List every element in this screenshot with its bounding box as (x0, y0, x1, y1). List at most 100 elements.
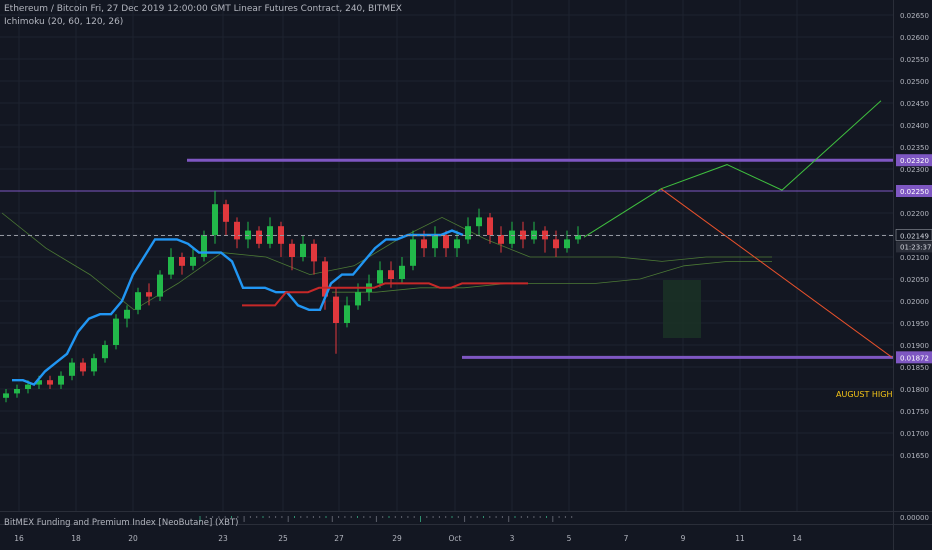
candle-body (311, 243, 317, 262)
candle-body (58, 375, 64, 385)
candle (157, 270, 163, 301)
y-tick-label: 0.02450 (900, 100, 929, 108)
candle (179, 252, 185, 275)
last-price-label: 0.02149 (900, 232, 929, 240)
candle-body (564, 239, 570, 249)
level-price-badge (896, 154, 932, 167)
august-high-label: AUGUST HIGH (836, 390, 893, 399)
candle (465, 217, 471, 244)
y-tick-label: 0.02550 (900, 56, 929, 64)
candle-body (465, 226, 471, 240)
candle (124, 305, 130, 328)
candle-body (300, 243, 306, 257)
time-axis[interactable]: 16 18 20 23 25 27 29 Oct 3 5 7 9 11 14 (14, 534, 802, 543)
y-tick-label: 0.02500 (900, 78, 929, 86)
x-tick-label: 29 (392, 534, 402, 543)
candle (267, 217, 273, 249)
projection-lines[interactable] (583, 100, 893, 358)
candle-body (520, 230, 526, 240)
candle-body (91, 358, 97, 372)
bullish-projection (583, 100, 882, 238)
x-tick-label: 27 (334, 534, 344, 543)
x-tick-label: 18 (71, 534, 81, 543)
bearish-projection (660, 188, 893, 358)
x-tick-label: 14 (792, 534, 802, 543)
candle (168, 248, 174, 279)
candle-body (289, 243, 295, 257)
countdown-badge (896, 241, 932, 253)
candle-body (80, 362, 86, 372)
x-tick-label: 11 (735, 534, 745, 543)
candle (542, 226, 548, 253)
candle-body (223, 204, 229, 222)
candle (322, 257, 328, 310)
x-tick-label: 9 (681, 534, 686, 543)
candle (58, 371, 64, 389)
x-tick-label: 20 (128, 534, 138, 543)
candle (234, 217, 240, 249)
funding-index-label[interactable]: BitMEX Funding and Premium Index [NeoBut… (4, 518, 239, 528)
candle (190, 248, 196, 271)
y-tick-label: 0.01800 (900, 386, 929, 394)
level-price-label: 0.02250 (900, 188, 929, 196)
ichimoku-conversion-line (242, 282, 528, 307)
candle-body (25, 384, 31, 389)
x-tick-label: Oct (449, 534, 462, 543)
candle (135, 287, 141, 315)
candle-body (113, 318, 119, 345)
candle (289, 239, 295, 271)
candle (91, 353, 97, 376)
level-price-label: 0.02320 (900, 157, 929, 165)
candle (531, 221, 537, 244)
candle-body (179, 257, 185, 266)
candle (399, 257, 405, 284)
candle-body (69, 362, 75, 376)
candle (3, 389, 9, 403)
candle-body (102, 345, 108, 359)
candle-body (509, 230, 515, 244)
candle-body (3, 393, 9, 398)
candle (146, 283, 152, 306)
candle-body (234, 221, 240, 240)
candle-body (190, 257, 196, 266)
candle (113, 314, 119, 350)
last-price-badge (895, 229, 932, 241)
y-tick-label: 0.02100 (900, 254, 929, 262)
symbol-title[interactable]: Ethereum / Bitcoin Fri, 27 Dec 2019 12:0… (4, 4, 402, 14)
y-tick-label: 0.02300 (900, 166, 929, 174)
candle-body (498, 235, 504, 244)
y-tick-label: 0.01900 (900, 342, 929, 350)
candle-body (322, 261, 328, 297)
x-tick-label: 3 (510, 534, 515, 543)
candle (487, 213, 493, 244)
candle-body (399, 265, 405, 279)
candle-body (553, 239, 559, 249)
candle (256, 226, 262, 249)
y-tick-label: 0.01950 (900, 320, 929, 328)
candle (212, 191, 218, 244)
candle (69, 358, 75, 381)
x-tick-label: 16 (14, 534, 24, 543)
ichimoku-span-a (1, 212, 772, 311)
level-price-label: 0.01872 (900, 354, 929, 362)
y-tick-label: 0.02600 (900, 34, 929, 42)
candle (498, 226, 504, 253)
candle-body (212, 204, 218, 235)
candle (102, 340, 108, 363)
level-price-badge (896, 185, 932, 197)
candle-body (443, 235, 449, 249)
countdown-label: 01:23:37 (900, 243, 931, 251)
x-tick-label: 5 (567, 534, 572, 543)
ichimoku-span-b (332, 260, 772, 293)
candle-body (476, 217, 482, 227)
horizontal-levels[interactable] (0, 158, 893, 359)
y-tick-label: 0.01850 (900, 364, 929, 372)
price-labels: 0.02320 0.02250 0.01872 0.02149 01:23:37 (895, 154, 932, 364)
ichimoku-lines (12, 229, 528, 387)
candle (443, 230, 449, 257)
candle (564, 230, 570, 253)
candle (377, 261, 383, 288)
indicator-label[interactable]: Ichimoku (20, 60, 120, 26) (4, 17, 124, 27)
y-tick-label: 0.02200 (900, 210, 929, 218)
